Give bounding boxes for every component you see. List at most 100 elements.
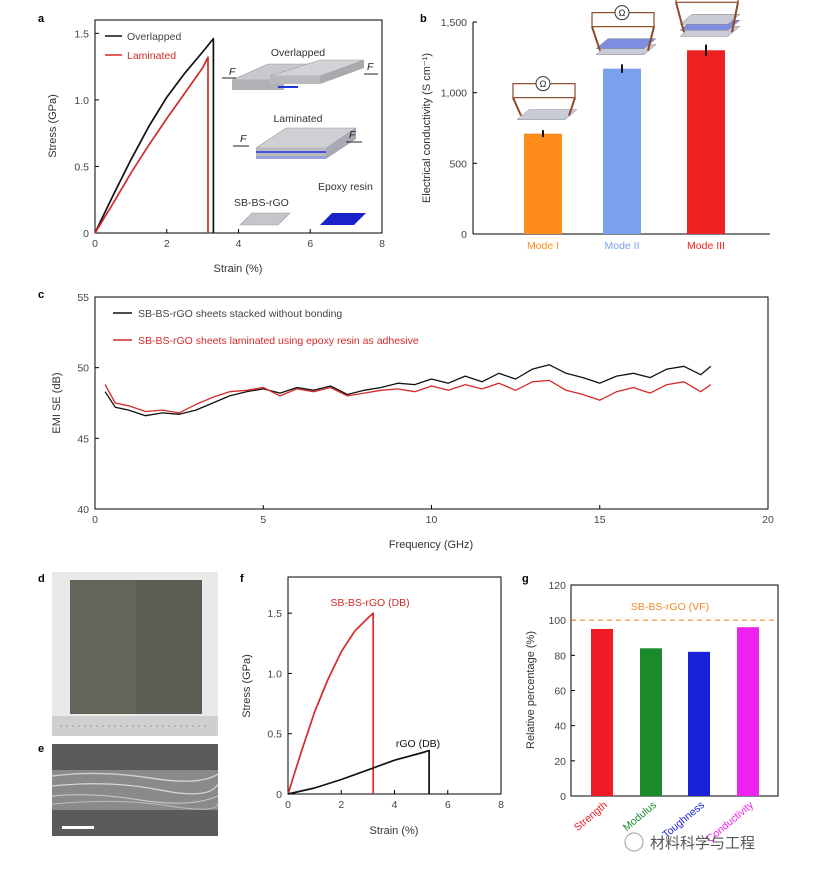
panel-g-ylabel: Relative percentage (%): [525, 631, 537, 749]
watermark-text: 材料科学与工程: [650, 835, 755, 852]
category-label: Mode III: [687, 240, 725, 252]
electrode-right: [568, 97, 576, 116]
y-tick-label: 40: [554, 721, 566, 733]
y-tick-label: 0: [461, 229, 467, 241]
annotation-rgo-db: rGO (DB): [396, 738, 440, 750]
panel-label-c: c: [38, 289, 44, 301]
x-tick-label: 20: [762, 514, 774, 526]
stack-layer: [595, 38, 657, 49]
y-tick-label: 0.5: [267, 729, 282, 741]
y-tick-label: 1.0: [267, 668, 282, 680]
laminated-epoxy: [256, 151, 326, 153]
x-tick-label: 2: [164, 238, 170, 250]
bar-mode-ii: [603, 68, 641, 234]
bar-mode-iii: [687, 50, 725, 235]
x-tick-label: 6: [445, 799, 451, 811]
bar-conductivity: [737, 627, 759, 796]
panel-c-frame: [94, 296, 769, 510]
x-tick-label: 8: [498, 799, 504, 811]
y-tick-label: 0: [83, 228, 89, 240]
ohm-symbol: Ω: [619, 8, 626, 18]
legend-label-laminated: Laminated: [127, 50, 176, 62]
stack-layer: [516, 109, 578, 120]
series-line-1: [104, 364, 712, 417]
laminated-layer-2: [256, 153, 326, 156]
laminated-edge: [326, 128, 356, 159]
x-tick-label: 2: [338, 799, 344, 811]
x-tick-label: 6: [307, 238, 313, 250]
watermark: 材料科学与工程: [624, 832, 755, 852]
x-tick-label: 8: [379, 238, 385, 250]
panel-c-xlabel: Frequency (GHz): [389, 539, 473, 551]
key-swatch-sbbsrgo: [239, 212, 291, 226]
legend-label-stacked: SB-BS-rGO sheets stacked without bonding: [138, 308, 342, 320]
laminated-layer-1: [256, 148, 326, 151]
panel-c-ylabel: EMI SE (dB): [51, 372, 63, 433]
bar-strength: [591, 628, 613, 796]
series-line-2: [287, 749, 430, 795]
panel-e-sem-image: [51, 744, 219, 836]
x-tick-label: 0: [92, 238, 98, 250]
y-tick-label: 1,500: [441, 17, 467, 29]
annotation-sbbsrgo-db: SB-BS-rGO (DB): [330, 597, 409, 609]
panel-label-b: b: [420, 13, 427, 25]
meter-wire: [675, 0, 739, 3]
y-tick-label: 1.0: [74, 95, 89, 107]
sem-layer-line-4: [51, 800, 219, 810]
y-tick-label: 1,000: [441, 88, 467, 100]
sem-layer-line-3: [51, 794, 219, 804]
panel-a-ylabel: Stress (GPa): [47, 94, 59, 158]
y-tick-label: 1.5: [74, 28, 89, 40]
x-tick-label: 10: [426, 514, 438, 526]
x-tick-label: 4: [392, 799, 398, 811]
category-label: Mode I: [527, 240, 559, 252]
bar-modulus: [640, 648, 662, 796]
inset-force-right: F: [367, 61, 374, 73]
y-tick-label: 45: [77, 433, 89, 445]
panel-a-xlabel: Strain (%): [214, 263, 263, 275]
x-tick-label: 4: [236, 238, 242, 250]
inset-force-left: F: [229, 66, 236, 78]
bar-mode-i: [524, 133, 562, 234]
panel-b-ylabel: Electrical conductivity (S cm⁻¹): [421, 53, 433, 203]
ruler: [52, 716, 218, 736]
panel-f-ylabel: Stress (GPa): [241, 654, 253, 718]
panel-a-chart: 0 2 4 6 800.51.01.5 Strain (%) Stress (GPa) …: [47, 19, 385, 275]
ohm-symbol: Ω: [540, 79, 547, 89]
overlapped-sheet-right-side: [270, 76, 320, 84]
y-tick-label: 40: [77, 504, 89, 516]
y-tick-label: 0: [560, 791, 566, 803]
category-label: Mode II: [604, 240, 639, 252]
panel-f-frame: [287, 576, 502, 795]
stack-layer: [679, 14, 741, 25]
electrode-left: [512, 97, 522, 117]
y-tick-label: 55: [77, 292, 89, 304]
category-label: Strength: [572, 799, 610, 834]
electrode-right: [731, 2, 739, 33]
sem-layers: [52, 770, 218, 810]
y-tick-label: 0.5: [74, 161, 89, 173]
legend-label-overlapped: Overlapped: [127, 31, 181, 43]
x-tick-label: 0: [92, 514, 98, 526]
sem-layer-line-1: [51, 772, 219, 782]
y-tick-label: 100: [548, 615, 566, 627]
panel-a-inset-schematic: Overlapped F F Laminated F F SB-BS-rGO E…: [222, 47, 378, 226]
electrode-right: [647, 26, 655, 51]
y-tick-label: 0: [276, 789, 282, 801]
panel-c-chart: 0 5 10 15 20 40 45 50 55 Frequency (GHz) EMI SE …: [51, 292, 774, 551]
key-label-sbbsrgo: SB-BS-rGO: [234, 197, 289, 209]
panel-label-f: f: [240, 573, 244, 585]
bar-toughness: [688, 651, 710, 796]
ohmmeter-icon: [614, 5, 630, 21]
inset-overlapped-label: Overlapped: [271, 47, 325, 59]
key-label-epoxy: Epoxy resin: [318, 181, 373, 193]
y-tick-label: 500: [449, 158, 467, 170]
panel-f-xlabel: Strain (%): [370, 825, 419, 837]
panel-d-photo: [52, 572, 218, 736]
reference-label: SB-BS-rGO (VF): [631, 601, 709, 613]
series-line-1: [94, 37, 215, 234]
series-line-2: [104, 379, 712, 414]
film-sheen: [70, 580, 136, 714]
